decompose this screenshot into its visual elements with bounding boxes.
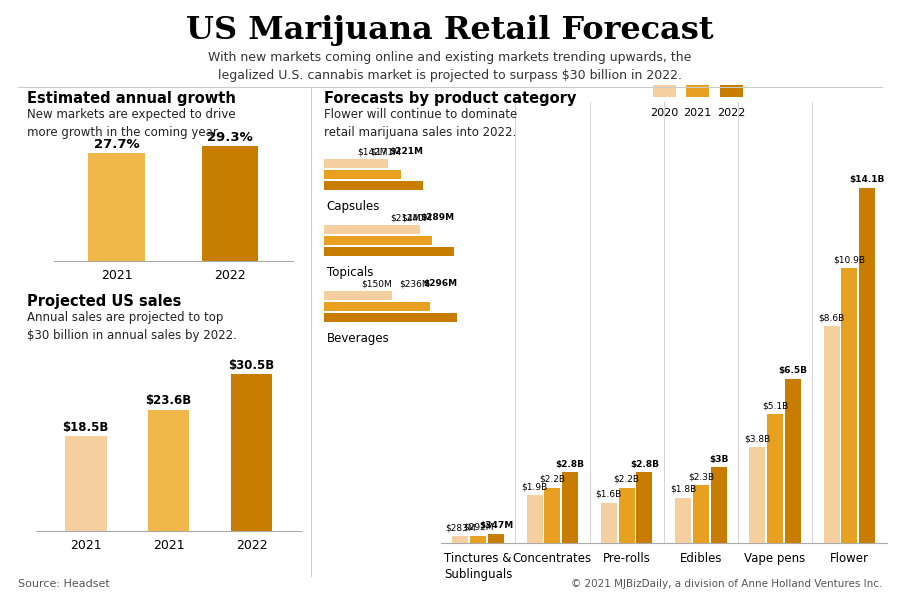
Text: Projected US sales: Projected US sales [27,294,182,309]
Bar [488,534,504,543]
Bar [785,379,801,543]
Text: Forecasts by product category: Forecasts by product category [324,91,576,106]
Text: $214M: $214M [390,213,420,222]
Bar [842,268,858,543]
Text: $150M: $150M [361,279,392,288]
Text: $142M: $142M [357,147,388,156]
Bar [544,488,561,543]
Text: New markets are expected to drive
more growth in the coming year.: New markets are expected to drive more g… [27,108,236,139]
Text: $8.6B: $8.6B [818,313,845,323]
Bar [860,188,875,543]
Text: $10.9B: $10.9B [833,256,866,265]
Text: $236M: $236M [400,279,430,288]
Text: $3.8B: $3.8B [744,434,770,443]
Text: 2020: 2020 [650,108,679,118]
Text: Capsules: Capsules [327,200,380,214]
Text: Topicals: Topicals [327,266,374,280]
Text: $14.1B: $14.1B [850,175,885,184]
Text: $221M: $221M [390,147,423,156]
Text: $1.6B: $1.6B [596,490,622,499]
Text: $2.8B: $2.8B [630,460,659,469]
Text: $2.2B: $2.2B [539,475,565,484]
Text: Annual sales are projected to top
$30 billion in annual sales by 2022.: Annual sales are projected to top $30 bi… [27,311,237,342]
Bar [202,146,258,261]
Bar [453,536,468,543]
Text: $283M: $283M [445,523,475,532]
Text: $3B: $3B [709,455,728,464]
Bar [824,326,840,543]
Text: Source: Headset: Source: Headset [18,579,110,589]
Text: $292M: $292M [463,523,493,532]
Bar [526,495,543,543]
Bar [675,497,691,543]
Bar [562,472,578,543]
Bar [65,436,106,531]
Text: $2.8B: $2.8B [555,460,585,469]
Bar [470,536,486,543]
Bar [711,467,726,543]
Text: $6.5B: $6.5B [778,367,807,376]
Bar [231,374,273,531]
Bar [618,488,634,543]
Text: $1.8B: $1.8B [670,485,697,494]
Text: $240M: $240M [401,213,432,222]
Bar [88,152,145,261]
Text: $23.6B: $23.6B [146,394,192,407]
Text: $18.5B: $18.5B [63,421,109,433]
Bar [693,485,709,543]
Text: $171M: $171M [370,147,401,156]
Text: $1.9B: $1.9B [521,482,548,491]
Text: 2021: 2021 [683,108,712,118]
Text: $2.3B: $2.3B [688,472,714,481]
Text: 27.7%: 27.7% [94,137,140,151]
Bar [750,447,765,543]
Text: $5.1B: $5.1B [762,402,788,410]
Text: © 2021 MJBizDaily, a division of Anne Holland Ventures Inc.: © 2021 MJBizDaily, a division of Anne Ho… [571,579,882,589]
Text: $2.2B: $2.2B [614,475,640,484]
Text: Estimated annual growth: Estimated annual growth [27,91,236,106]
Text: US Marijuana Retail Forecast: US Marijuana Retail Forecast [186,15,714,46]
Text: $289M: $289M [420,213,454,222]
Text: 2022: 2022 [717,108,746,118]
Text: $30.5B: $30.5B [229,359,274,372]
Bar [601,503,617,543]
Text: $296M: $296M [423,279,457,288]
Bar [636,472,652,543]
Text: 29.3%: 29.3% [207,131,253,144]
Text: Flower will continue to dominate
retail marijuana sales into 2022.: Flower will continue to dominate retail … [324,108,518,139]
Bar [767,415,783,543]
Text: $347M: $347M [479,521,513,530]
Bar [148,410,190,531]
Text: With new markets coming online and existing markets trending upwards, the
legali: With new markets coming online and exist… [208,51,692,82]
Text: Beverages: Beverages [327,332,390,346]
